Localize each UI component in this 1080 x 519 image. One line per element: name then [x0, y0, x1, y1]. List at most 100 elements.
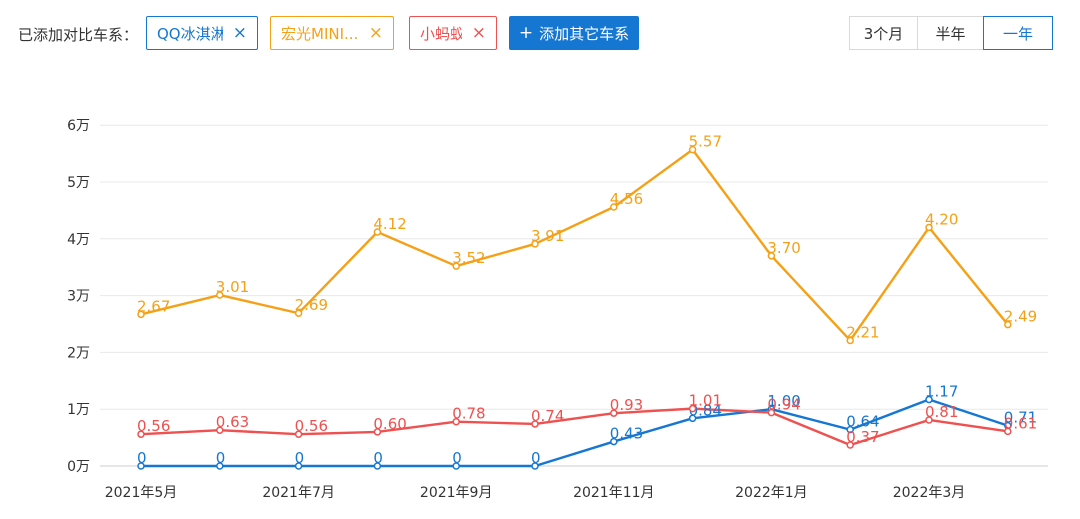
data-point — [846, 425, 854, 434]
data-point — [925, 395, 933, 404]
range-3-months-button[interactable]: 3个月 — [849, 16, 918, 50]
data-label: 0.43 — [610, 425, 643, 443]
data-label: 0 — [137, 449, 147, 467]
chip-label: 宏光MINI... — [281, 24, 359, 43]
data-point — [767, 252, 776, 260]
data-point — [216, 426, 224, 434]
data-point — [137, 310, 145, 319]
toolbar: 已添加对比车系： QQ冰淇淋 × 宏光MINI... × 小蚂蚁 × + 添加其… — [0, 0, 1080, 70]
y-tick-label: 6万 — [67, 118, 90, 134]
data-point — [846, 441, 854, 449]
data-label: 4.20 — [925, 210, 958, 228]
data-label: 2.69 — [295, 296, 328, 314]
data-point — [531, 420, 539, 428]
data-label: 0.61 — [1004, 414, 1037, 432]
data-label: 0.37 — [846, 428, 879, 446]
data-label: 0.60 — [373, 415, 406, 433]
data-point — [610, 437, 618, 446]
data-point — [294, 430, 303, 438]
data-label: 0 — [373, 449, 383, 467]
data-label: 0.84 — [689, 401, 722, 419]
chip-hongguang-mini: 宏光MINI... × — [270, 16, 394, 50]
data-label: 2.21 — [846, 323, 879, 341]
data-label: 0.71 — [1004, 409, 1037, 427]
data-point — [610, 203, 618, 211]
data-point — [452, 462, 460, 470]
y-tick-label: 2万 — [67, 345, 90, 361]
series-line — [140, 407, 1008, 447]
range-half-year-button[interactable]: 半年 — [917, 16, 984, 50]
y-tick-label: 1万 — [67, 402, 90, 418]
x-tick-label: 2021年5月 — [105, 485, 178, 501]
x-tick-label: 2022年1月 — [735, 485, 808, 501]
data-label: 3.70 — [767, 239, 800, 257]
time-range-selector: 3个月 半年 一年 — [849, 16, 1053, 50]
data-point — [688, 145, 697, 154]
data-point — [531, 240, 539, 248]
chip-label: 小蚂蚁 — [420, 24, 462, 43]
y-tick-label: 4万 — [67, 232, 90, 248]
data-label: 2.49 — [1004, 308, 1037, 326]
data-point — [452, 262, 460, 270]
data-label: 2.67 — [137, 297, 170, 315]
data-label: 0 — [216, 449, 226, 467]
data-label: 4.56 — [610, 190, 643, 208]
data-point — [925, 223, 933, 232]
chip-xiaomayi: 小蚂蚁 × — [409, 16, 497, 50]
data-point — [767, 408, 776, 417]
data-label: 1.17 — [925, 383, 958, 401]
data-label: 0.78 — [452, 405, 485, 423]
data-label: 0.74 — [531, 407, 564, 425]
data-label: 3.91 — [531, 227, 564, 245]
data-label: 0.63 — [216, 413, 249, 431]
chip-label: QQ冰淇淋 — [157, 24, 223, 43]
data-point — [1004, 427, 1012, 436]
y-tick-label: 5万 — [67, 175, 90, 191]
x-tick-label: 2021年7月 — [262, 485, 335, 501]
data-label: 3.01 — [216, 278, 249, 296]
data-point — [294, 462, 303, 470]
data-label: 0.94 — [767, 396, 800, 414]
x-tick-label: 2021年11月 — [573, 485, 654, 501]
data-point — [373, 428, 382, 436]
data-label: 0.56 — [295, 417, 328, 435]
data-point — [137, 430, 145, 438]
data-point — [216, 291, 224, 299]
data-point — [216, 462, 224, 470]
close-icon[interactable]: × — [368, 22, 383, 43]
data-label: 0 — [531, 449, 541, 467]
data-point — [373, 462, 382, 470]
data-point — [137, 462, 145, 470]
y-tick-label: 0万 — [67, 459, 90, 475]
compare-prefix-label: 已添加对比车系： — [18, 26, 139, 44]
data-point — [1004, 320, 1012, 329]
data-label: 0.64 — [846, 413, 879, 431]
data-label: 1.01 — [689, 392, 722, 410]
close-icon[interactable]: × — [232, 22, 247, 43]
data-label: 0.93 — [610, 396, 643, 414]
data-label: 5.57 — [689, 133, 722, 151]
series-line — [141, 398, 1009, 468]
plus-icon: + — [518, 23, 534, 43]
x-tick-label: 2022年3月 — [893, 485, 966, 501]
data-point — [688, 414, 697, 423]
data-point — [925, 416, 933, 424]
data-label: 0 — [452, 449, 462, 467]
chip-qq-icecream: QQ冰淇淋 × — [146, 16, 258, 50]
data-point — [688, 404, 697, 413]
data-label: 3.52 — [452, 249, 485, 267]
close-icon[interactable]: × — [471, 22, 486, 43]
range-one-year-button[interactable]: 一年 — [983, 16, 1053, 50]
y-tick-label: 3万 — [67, 289, 90, 305]
data-label: 0.56 — [137, 417, 170, 435]
data-point — [610, 409, 618, 417]
data-label: 0 — [295, 449, 305, 467]
add-series-button[interactable]: + 添加其它车系 — [509, 16, 639, 50]
data-point — [531, 462, 539, 470]
data-point — [846, 336, 854, 345]
add-series-label: 添加其它车系 — [539, 24, 630, 43]
x-tick-label: 2021年9月 — [420, 485, 493, 501]
data-point — [294, 309, 303, 317]
data-label: 1.00 — [767, 392, 800, 410]
